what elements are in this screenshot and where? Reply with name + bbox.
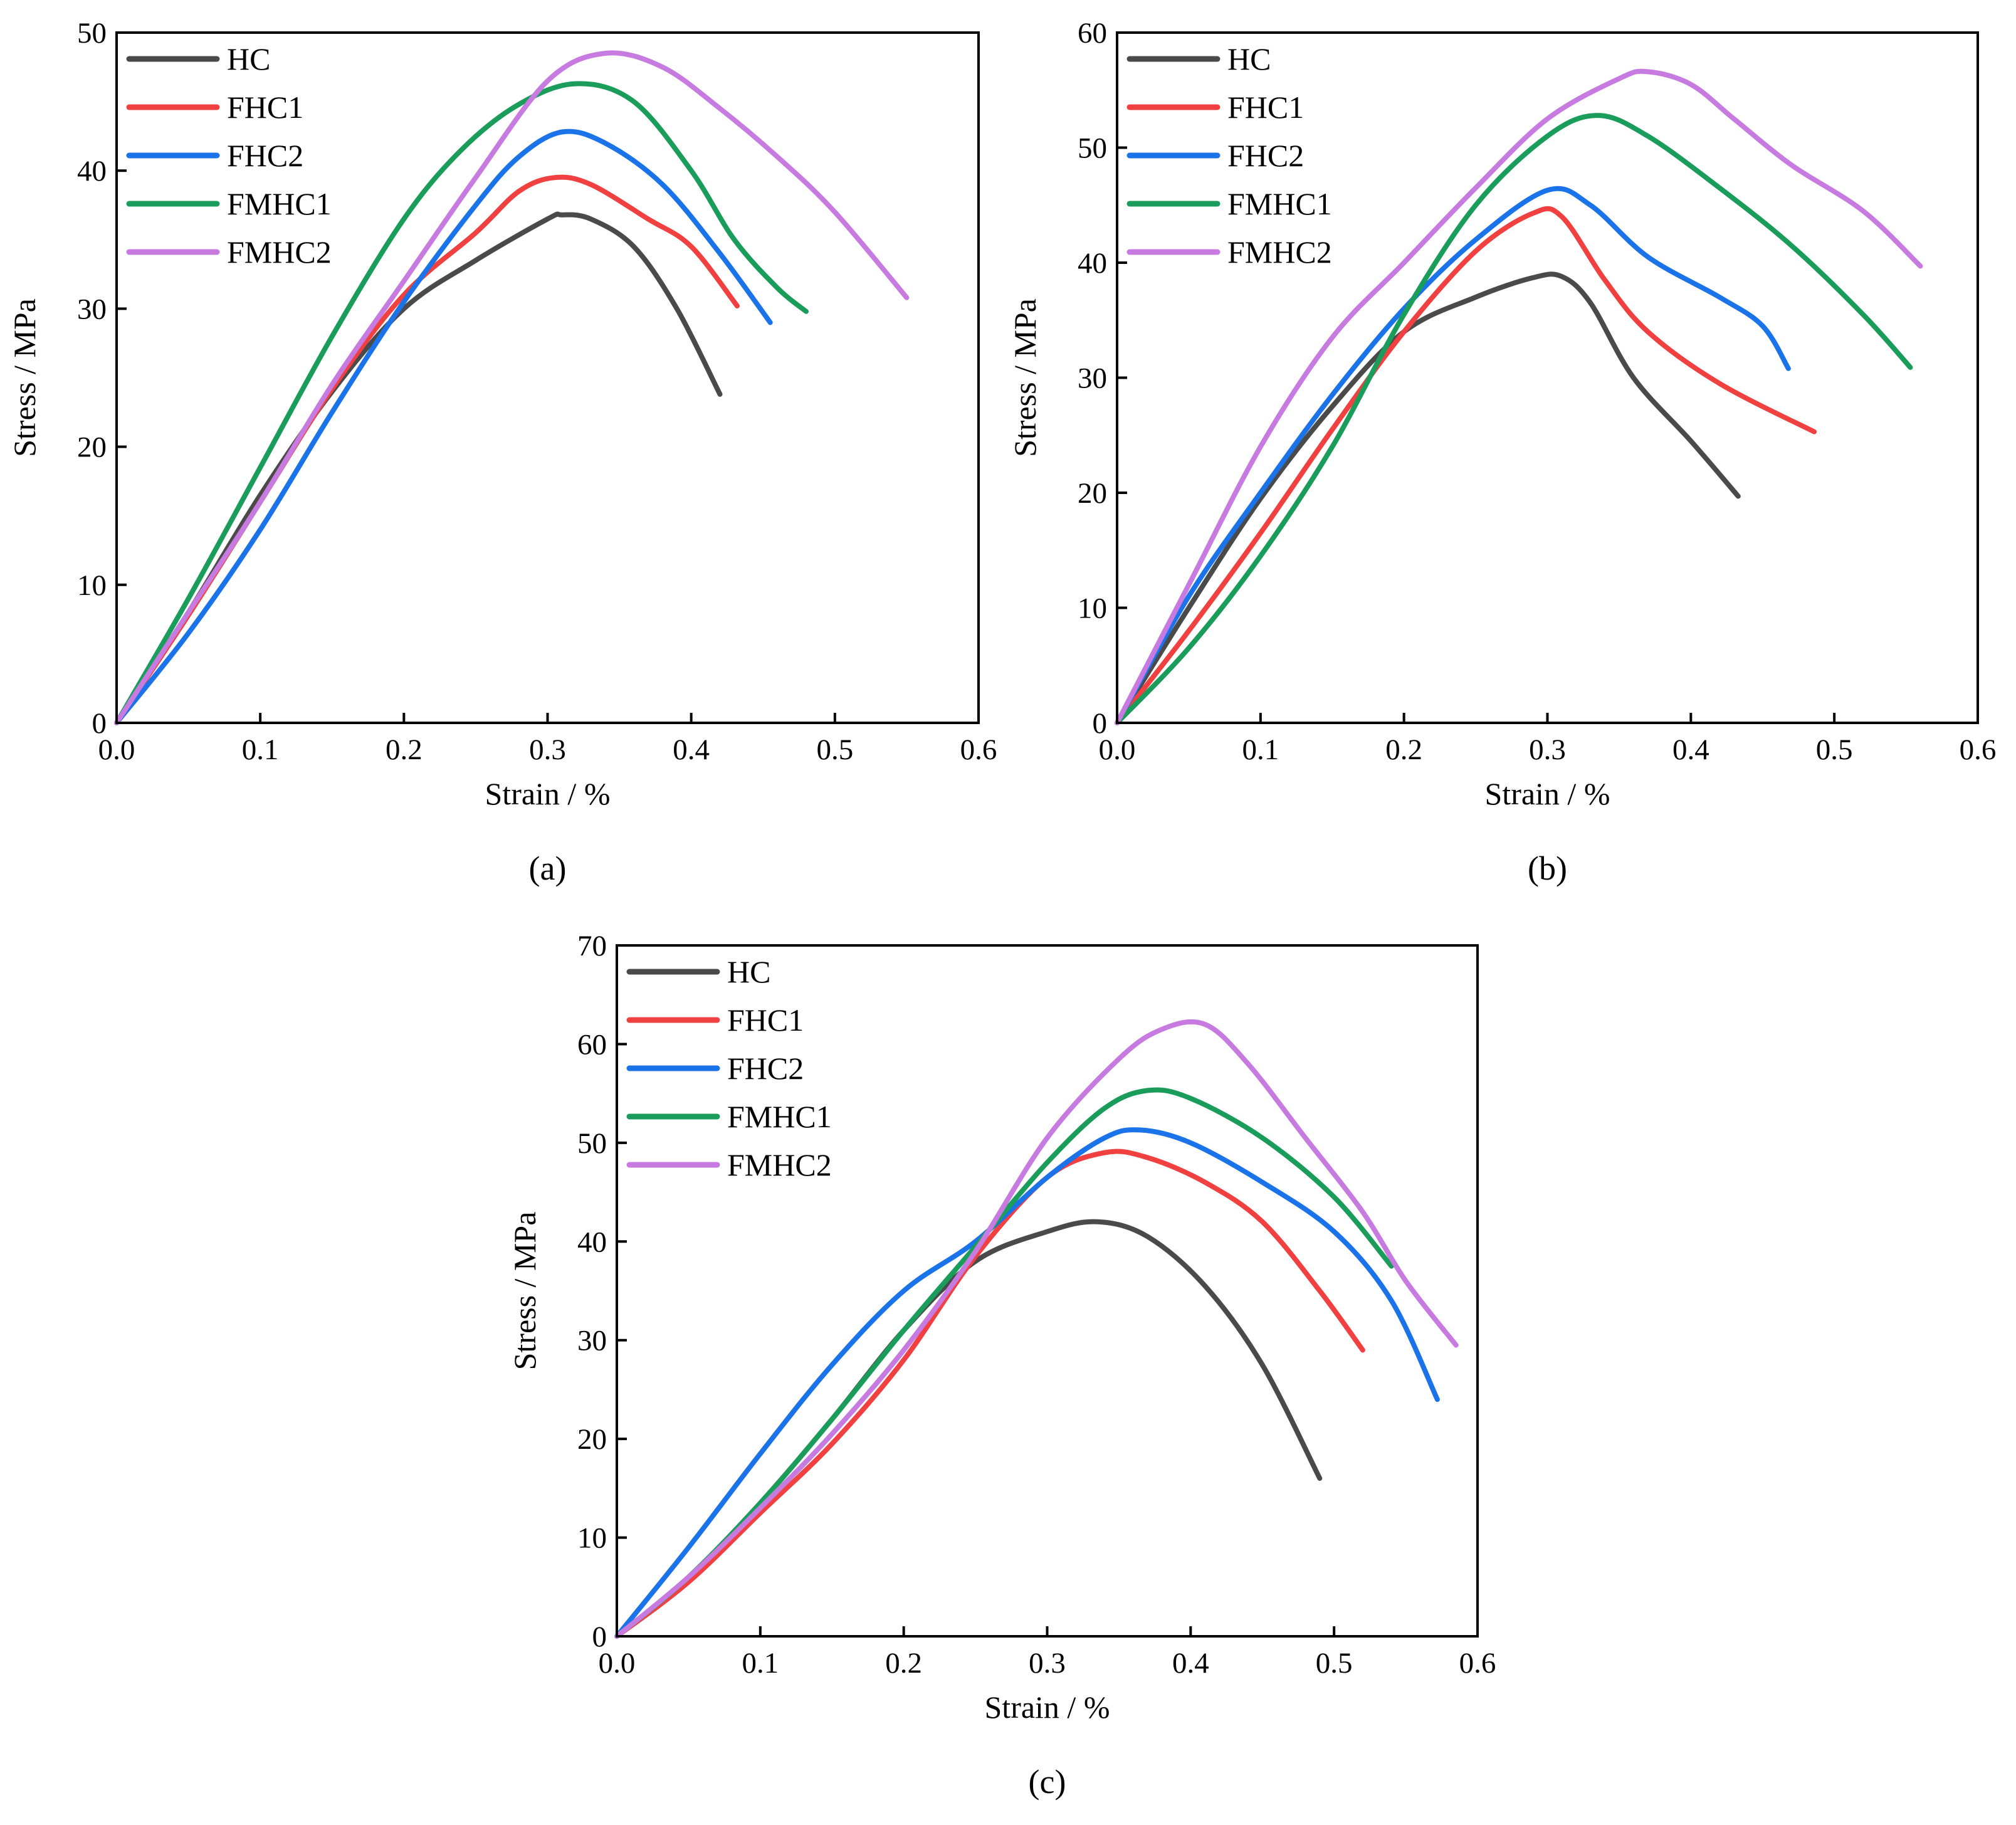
y-tick-label: 20 [77,431,107,464]
y-axis-title: Stress / MPa [1007,298,1042,457]
legend-label-fhc2: FHC2 [1227,138,1304,173]
series-line-fhc2 [614,1127,1440,1639]
x-axis-title: Strain / % [485,776,611,811]
legend-label-hc: HC [1227,41,1271,76]
y-axis-title: Stress / MPa [7,298,42,457]
x-tick-label: 0.5 [1816,734,1853,766]
x-tick-label: 0.5 [1316,1647,1353,1680]
x-tick-label: 0.2 [1385,734,1422,766]
y-tick-label: 40 [1078,247,1107,280]
x-tick-label: 0.3 [529,734,566,766]
legend-label-fmhc1: FMHC1 [727,1099,832,1134]
legend-label-fhc1: FHC1 [1227,90,1304,125]
series-line-hc [114,211,723,725]
series-line-fmhc2 [114,50,910,725]
series-line-fmhc1 [614,1087,1394,1639]
x-tick-label: 0.4 [673,734,710,766]
y-tick-label: 0 [1093,707,1108,740]
series-line-hc [1115,271,1741,725]
series-line-fhc1 [614,1149,1365,1639]
x-tick-label: 0.6 [1459,1647,1496,1680]
legend: HC FHC1 FHC2 FMHC1 FMHC2 [126,41,332,270]
y-tick-label: 20 [577,1423,607,1456]
panel-label: (b) [1528,849,1567,887]
x-tick-label: 0.2 [386,734,423,766]
legend-label-fmhc2: FMHC2 [227,234,332,270]
y-tick-label: 30 [1078,362,1107,395]
series-line-fhc1 [1115,206,1817,725]
y-tick-label: 50 [1078,132,1107,165]
y-tick-label: 60 [577,1028,607,1061]
legend-label-hc: HC [227,41,270,76]
y-tick-label: 40 [77,155,107,187]
x-tick-label: 0.4 [1672,734,1709,766]
y-axis-title: Stress / MPa [507,1212,542,1370]
x-tick-label: 0.4 [1172,1647,1209,1680]
chart-panel-a: 0.0 0.1 0.2 0.3 0.4 0.5 0.6 0 10 20 30 40 50 Strain /… [7,17,997,887]
x-tick-label: 0.0 [599,1647,636,1680]
x-tick-label: 0.1 [742,1647,779,1680]
legend-label-fhc2: FHC2 [227,138,303,173]
x-tick-label: 0.6 [960,734,997,766]
series-line-fhc2 [1115,186,1791,725]
y-tick-label: 50 [77,17,107,50]
x-tick-label: 0.3 [1029,1647,1066,1680]
series-line-hc [614,1219,1323,1639]
y-tick-label: 0 [92,707,107,740]
x-axis-title: Strain / % [985,1690,1110,1725]
legend-label-fhc2: FHC2 [727,1051,804,1086]
panel-label: (a) [529,849,567,887]
legend-label-fhc1: FHC1 [727,1002,804,1038]
series-line-fmhc1 [1115,113,1913,725]
legend-label-fmhc2: FMHC2 [727,1147,832,1182]
x-tick-label: 0.0 [98,734,135,766]
y-tick-label: 60 [1078,17,1107,50]
legend-label-fhc1: FHC1 [227,90,303,125]
y-tick-label: 10 [1078,592,1107,625]
x-tick-label: 0.2 [885,1647,922,1680]
y-tick-label: 10 [77,569,107,602]
series-line-fmhc1 [114,81,809,725]
series-line-fmhc2 [614,1019,1459,1639]
x-tick-label: 0.1 [242,734,279,766]
x-axis-title: Strain / % [1485,776,1610,811]
series-line-fhc2 [114,129,773,725]
legend-label-fmhc1: FMHC1 [1227,186,1332,221]
x-tick-label: 0.1 [1242,734,1279,766]
y-tick-label: 50 [577,1127,607,1160]
chart-panel-c: 0.0 0.1 0.2 0.3 0.4 0.5 0.6 0 10 20 30 40 50 60 70 Stra… [507,930,1496,1801]
plot-frame [616,944,1479,1638]
legend-label-fmhc2: FMHC2 [1227,234,1332,270]
y-tick-label: 40 [577,1226,607,1258]
y-tick-label: 0 [592,1621,607,1653]
legend: HC FHC1 FHC2 FMHC1 FMHC2 [626,954,832,1182]
legend-label-fmhc1: FMHC1 [227,186,332,221]
x-tick-label: 0.6 [1960,734,1997,766]
x-tick-label: 0.0 [1099,734,1136,766]
panel-label: (c) [1029,1763,1066,1801]
legend: HC FHC1 FHC2 FMHC1 FMHC2 [1126,41,1332,270]
y-tick-label: 10 [577,1522,607,1555]
series-line-fmhc2 [1115,68,1923,725]
y-tick-label: 30 [77,293,107,325]
chart-panel-b: 0.0 0.1 0.2 0.3 0.4 0.5 0.6 0 10 20 30 40 50 60 Strain… [1007,17,1996,887]
legend-label-hc: HC [727,954,770,989]
x-tick-label: 0.3 [1529,734,1566,766]
y-tick-label: 30 [577,1325,607,1357]
y-tick-label: 70 [577,930,607,962]
y-tick-label: 20 [1078,477,1107,510]
x-tick-label: 0.5 [816,734,853,766]
